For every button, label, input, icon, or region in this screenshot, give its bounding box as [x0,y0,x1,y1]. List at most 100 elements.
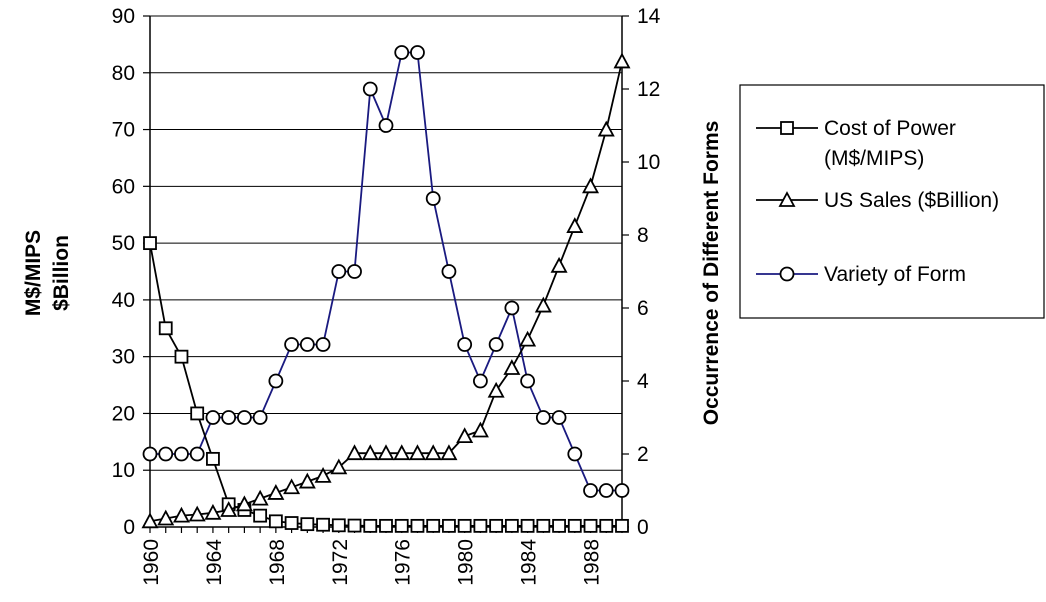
legend-label-cost-line2: (M$/MIPS) [824,147,924,170]
data-point-square [174,349,189,364]
data-point-circle [535,410,551,425]
data-point-circle [142,446,158,462]
data-point-triangle [613,52,631,69]
data-point-triangle [235,495,253,512]
right-tick-label: 0 [637,516,649,539]
left-tick-label: 90 [112,5,135,28]
data-point-triangle [471,421,489,438]
data-point-triangle [283,478,301,495]
data-point-square [300,517,315,532]
legend-circle-icon [779,266,795,282]
data-point-triangle [141,512,159,529]
data-point-triangle [346,444,364,461]
data-point-circle [221,410,237,425]
data-point-triangle [550,256,568,273]
data-point-square [552,518,566,533]
legend-entry-variety: Variety of Form [756,263,966,286]
data-point-triangle [597,120,615,137]
data-point-circle [551,410,567,425]
data-point-triangle [157,509,175,526]
x-tick-label: 1980 [455,539,478,586]
data-point-square [158,321,173,336]
legend-label-variety: Variety of Form [824,263,966,286]
data-point-circle [504,300,520,316]
data-point-square [473,518,488,533]
right-axis-ticks: 0 2 4 6 8 10 12 14 [622,5,661,539]
right-tick-label: 10 [637,151,660,174]
data-point-circle [174,446,189,462]
data-point-square [536,518,551,533]
x-tick-label: 1984 [518,539,541,586]
data-point-triangle [519,330,537,347]
data-point-circle [614,483,630,498]
data-point-square [567,518,582,533]
right-tick-label: 14 [637,5,661,28]
data-point-circle [284,337,300,352]
data-point-square [599,518,614,533]
data-point-square [379,518,393,533]
data-point-circle [472,373,488,389]
data-point-triangle [172,506,190,523]
data-point-square [394,518,409,533]
series-layer [141,45,631,533]
x-tick-label: 1988 [581,539,604,586]
legend-square-icon [780,121,794,135]
data-point-square [442,518,456,533]
right-tick-label: 12 [637,78,660,101]
right-tick-label: 6 [637,297,649,320]
data-point-circle [189,446,205,462]
data-point-triangle [566,217,584,233]
data-point-square [268,514,283,529]
left-tick-label: 40 [112,289,135,312]
data-point-circle [583,483,598,498]
left-axis-title-line2: $Billion [50,235,73,311]
data-point-circle [268,373,284,389]
x-tick-label: 1968 [266,539,289,586]
data-point-square [143,236,157,251]
data-point-circle [205,410,221,425]
data-point-triangle [440,444,458,461]
data-point-circle [158,446,174,462]
legend-triangle-icon [778,191,796,207]
right-tick-label: 8 [637,224,649,247]
data-point-triangle [408,444,426,461]
data-point-triangle [456,427,474,444]
data-point-square [520,518,535,533]
data-point-triangle [330,458,348,475]
data-point-square [253,508,268,523]
legend-entry-sales: US Sales ($Billion) [756,189,999,212]
data-point-triangle [361,444,379,461]
data-point-circle [598,483,614,498]
data-point-circle [236,410,252,425]
data-point-circle [425,191,441,206]
data-point-triangle [204,503,222,520]
left-tick-label: 80 [112,62,135,85]
data-point-triangle [220,501,238,517]
data-point-triangle [487,381,505,398]
data-point-circle [315,337,331,352]
left-tick-label: 60 [112,175,135,198]
legend: Cost of Power (M$/MIPS) US Sales ($Billi… [739,84,1045,319]
data-point-triangle [314,467,332,483]
left-axis-title-line1: M$/MIPS [22,230,45,316]
data-point-square [316,517,330,532]
data-point-square [206,451,220,466]
data-point-circle [488,337,504,352]
data-point-square [457,518,472,533]
data-point-square [489,518,504,533]
data-point-triangle [534,296,552,313]
series-square [143,236,629,533]
series-triangle [141,52,631,529]
data-point-circle [378,118,394,133]
data-point-square [190,406,205,421]
data-point-triangle [267,484,285,500]
data-point-triangle [377,444,395,461]
data-point-square [331,518,346,533]
right-tick-label: 2 [637,443,649,466]
left-axis-ticks: 0 10 20 30 40 50 60 70 80 90 [112,5,150,539]
legend-label-cost-line1: Cost of Power [824,117,956,140]
x-tick-label: 1964 [203,539,226,586]
x-axis-ticks: 1960 1964 1968 1972 1976 1980 1984 1988 [140,527,623,586]
data-point-circle [252,410,268,425]
data-point-triangle [582,177,600,194]
